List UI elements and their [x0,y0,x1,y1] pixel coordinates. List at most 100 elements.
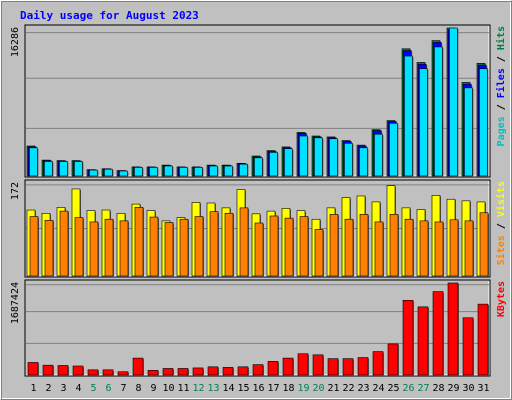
bar-sites-day-21-fill [329,214,339,277]
legend: Pages / Files / Hits [495,26,507,146]
bar-pages-day-22 [344,142,354,177]
panel-hits_files_pages: 16286 Pages / Files / Hits [10,24,507,178]
bar-sites-day-6 [104,218,114,277]
panel-kbytes: 1687424 KBytes [10,279,507,377]
bar-pages-day-5 [89,169,99,177]
bar-kbytes-day-18 [282,357,294,376]
x-tick-label: 13 [207,383,219,394]
bar-pages-day-24-fill [374,133,383,177]
bar-kbytes-day-12-fill [192,367,204,376]
bar-pages-day-9-fill [149,167,158,177]
bar-kbytes-day-8 [132,357,144,376]
bar-kbytes-day-10-fill [162,368,174,376]
bar-sites-day-27 [419,220,429,277]
bar-sites-day-7 [119,220,129,277]
bar-kbytes-day-15-fill [237,366,249,376]
bar-pages-day-11 [179,167,189,177]
bar-sites-day-24 [374,221,384,277]
bar-kbytes-day-19 [297,353,309,376]
bar-sites-day-11 [179,218,189,277]
bar-kbytes-day-10 [162,368,174,376]
bar-sites-day-9-fill [149,216,159,277]
x-tick-label: 27 [417,383,429,394]
bar-kbytes-day-23 [357,357,369,376]
bar-sites-day-16-fill [254,222,264,277]
bar-kbytes-day-13 [207,366,219,376]
x-tick-label: 8 [135,383,141,394]
bar-pages-day-30 [464,87,474,177]
x-tick-label: 17 [267,383,279,394]
bar-pages-day-28-fill [434,46,443,177]
bar-kbytes-day-4-fill [72,365,84,376]
bar-pages-day-8-fill [134,167,143,177]
bar-sites-day-19 [299,216,309,277]
bar-pages-day-31 [479,68,489,177]
bar-sites-day-24-fill [374,221,384,277]
bar-pages-day-27-fill [419,68,428,177]
legend-item: Sites [495,235,507,265]
bar-kbytes-day-1-fill [27,362,39,376]
panel-visits_sites: 172 Sites / Visits [10,179,507,278]
bar-sites-day-2-fill [44,220,54,277]
bar-pages-day-6-fill [104,168,113,177]
x-tick-label: 7 [120,383,126,394]
bar-pages-day-24 [374,133,384,177]
bar-sites-day-26-fill [404,218,414,277]
bar-kbytes-day-20-fill [312,354,324,376]
bar-sites-day-15 [239,207,249,277]
x-tick-label: 21 [327,383,339,394]
bar-sites-day-26 [404,218,414,277]
bar-pages-day-13-fill [209,165,218,177]
bar-kbytes-day-13-fill [207,366,219,376]
bar-pages-day-21 [329,138,339,177]
bar-pages-day-28 [434,46,444,177]
bar-sites-day-22-fill [344,218,354,277]
bar-kbytes-day-29 [447,282,459,376]
bar-sites-day-4 [74,217,84,277]
bar-sites-day-14-fill [224,212,234,277]
x-tick-label: 16 [252,383,264,394]
bar-kbytes-day-6-fill [102,369,114,376]
bar-sites-day-8 [134,207,144,277]
bar-kbytes-day-9-fill [147,370,159,376]
bar-pages-day-18-fill [284,148,293,177]
bar-kbytes-day-7 [117,371,129,376]
x-tick-label: 24 [372,383,384,394]
bar-pages-day-11-fill [179,167,188,177]
bar-pages-day-4 [74,161,84,177]
x-tick-label: 1 [30,383,36,394]
bar-pages-day-1-fill [29,147,38,177]
bar-sites-day-23-fill [359,214,369,277]
bar-pages-day-15-fill [239,163,248,177]
legend-item: Files [495,68,507,98]
bar-kbytes-day-22 [342,358,354,376]
bar-kbytes-day-2 [42,364,54,376]
bar-sites-day-13 [209,211,219,277]
bar-kbytes-day-7-fill [117,371,129,376]
bar-pages-day-10 [164,165,174,177]
bar-sites-day-23 [359,214,369,277]
bar-sites-day-22 [344,218,354,277]
legend-item: / [496,50,507,68]
bar-kbytes-day-31 [477,303,489,376]
bar-kbytes-day-17-fill [267,361,279,376]
bar-pages-day-29-fill [449,27,458,177]
bar-kbytes-day-19-fill [297,353,309,376]
bars-visits_sites [26,185,489,277]
bar-sites-day-7-fill [119,220,129,277]
bar-sites-day-9 [149,216,159,277]
bar-kbytes-day-14-fill [222,367,234,376]
bar-kbytes-day-17 [267,361,279,376]
bar-sites-day-6-fill [104,218,114,277]
bar-pages-day-16 [254,157,264,177]
legend: Sites / Visits [495,181,507,265]
bar-kbytes-day-8-fill [132,357,144,376]
bar-pages-day-26-fill [404,55,413,177]
bar-sites-day-28 [434,221,444,277]
x-tick-label: 12 [192,383,204,394]
bar-pages-day-22-fill [344,142,353,177]
bars-hits_files_pages [26,27,489,178]
bar-kbytes-day-26-fill [402,300,414,376]
x-tick-label: 20 [312,383,324,394]
